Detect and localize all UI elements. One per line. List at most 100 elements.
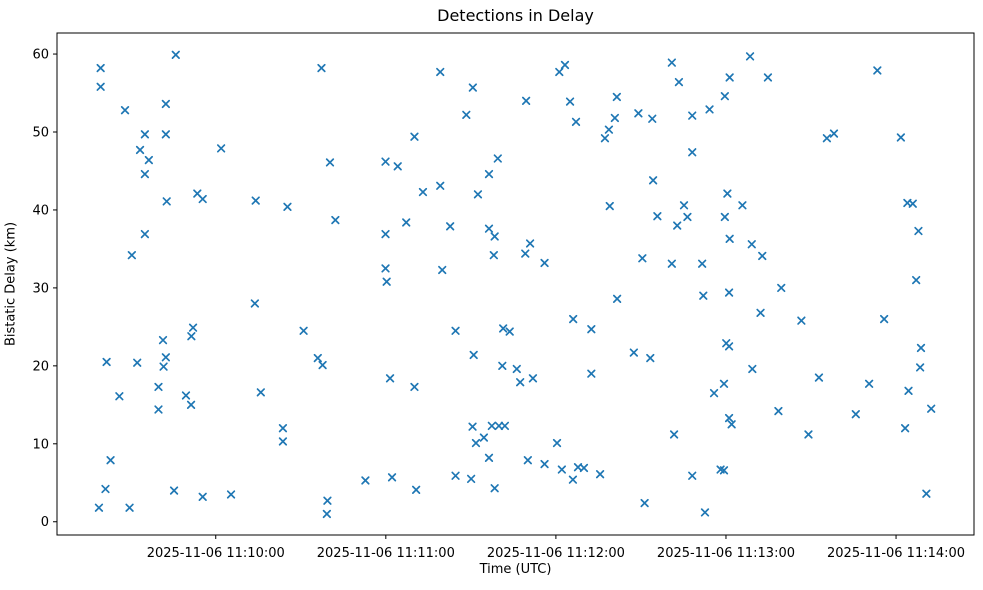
data-point-marker — [468, 83, 477, 92]
data-point-marker — [387, 473, 397, 482]
data-point-marker — [484, 453, 494, 462]
data-point-marker — [916, 343, 926, 353]
data-point-marker — [724, 288, 734, 297]
data-point-marker — [159, 362, 168, 371]
data-point-marker — [797, 316, 806, 325]
y-tick-label: 60 — [32, 48, 49, 63]
data-point-marker — [317, 63, 326, 73]
data-point-marker — [102, 357, 111, 367]
data-point-marker — [499, 324, 508, 333]
data-point-marker — [653, 212, 662, 221]
data-point-marker — [436, 67, 445, 77]
data-point-marker — [758, 251, 767, 261]
data-point-marker — [402, 218, 411, 227]
data-point-marker — [700, 508, 710, 517]
data-point-marker — [720, 212, 729, 222]
data-point-marker — [756, 308, 765, 317]
y-tick-label: 0 — [41, 515, 49, 530]
data-point-marker — [565, 97, 575, 106]
data-point-marker — [490, 232, 499, 241]
data-point-marker — [748, 364, 757, 374]
data-point-marker — [96, 63, 105, 73]
data-point-marker — [922, 489, 931, 498]
data-point-marker — [250, 299, 260, 308]
data-point-marker — [436, 181, 445, 190]
data-point-marker — [489, 251, 498, 260]
data-point-marker — [612, 294, 622, 303]
data-point-marker — [473, 190, 483, 199]
y-tick-label: 50 — [32, 125, 49, 140]
data-point-marker — [521, 96, 531, 105]
data-point-marker — [873, 66, 882, 75]
data-point-marker — [814, 373, 824, 382]
data-point-marker — [725, 234, 734, 243]
data-point-marker — [738, 201, 747, 210]
y-axis-label: Bistatic Delay (km) — [3, 221, 19, 347]
data-point-marker — [540, 459, 549, 469]
data-point-marker — [912, 275, 921, 285]
data-point-marker — [540, 258, 549, 268]
data-point-marker — [719, 466, 729, 475]
data-point-marker — [479, 433, 489, 442]
data-point-marker — [587, 325, 596, 334]
data-point-marker — [466, 474, 476, 484]
data-point-marker — [829, 129, 839, 138]
data-point-marker — [904, 386, 913, 395]
data-point-marker — [187, 332, 196, 341]
data-point-marker — [188, 323, 198, 332]
data-point-marker — [879, 314, 889, 324]
data-point-marker — [313, 353, 322, 363]
data-point-marker — [484, 224, 494, 233]
data-point-marker — [674, 77, 684, 87]
data-point-marker — [709, 388, 719, 398]
data-point-marker — [629, 348, 638, 357]
data-point-marker — [323, 496, 332, 505]
data-point-marker — [256, 388, 265, 397]
chart-title: Detections in Delay — [437, 6, 594, 25]
data-point-marker — [381, 264, 390, 273]
data-point-marker — [325, 158, 335, 167]
data-point-marker — [516, 378, 525, 387]
data-point-marker — [106, 456, 115, 465]
data-point-marker — [634, 109, 643, 118]
y-tick-label: 30 — [32, 281, 49, 296]
data-point-marker — [451, 326, 460, 335]
data-point-marker — [490, 484, 499, 493]
data-point-marker — [724, 342, 734, 351]
data-point-marker — [804, 430, 813, 439]
x-tick-label: 2025-11-06 11:14:00 — [827, 546, 965, 561]
data-point-marker — [331, 215, 340, 225]
data-point-marker — [158, 335, 168, 345]
data-point-marker — [705, 105, 714, 114]
data-point-marker — [471, 438, 481, 448]
data-point-marker — [557, 465, 566, 474]
data-point-marker — [640, 498, 649, 508]
data-point-marker — [411, 485, 421, 494]
data-point-marker — [385, 374, 395, 383]
data-point-marker — [555, 67, 564, 77]
x-tick-label: 2025-11-06 11:10:00 — [147, 546, 285, 561]
y-tick-label: 20 — [32, 359, 49, 374]
data-point-marker — [226, 490, 236, 499]
data-point-marker — [487, 421, 496, 431]
data-point-marker — [115, 392, 124, 401]
data-point-marker — [723, 189, 732, 198]
data-point-marker — [595, 470, 605, 479]
data-point-marker — [512, 364, 521, 374]
data-point-marker — [698, 259, 707, 268]
data-point-marker — [725, 73, 734, 82]
data-point-marker — [587, 369, 596, 378]
data-point-marker — [96, 82, 105, 91]
data-point-marker — [410, 132, 419, 141]
x-axis-label: Time (UTC) — [479, 562, 552, 577]
data-point-marker — [181, 391, 191, 400]
data-point-marker — [605, 201, 614, 211]
data-point-marker — [683, 212, 692, 222]
data-point-marker — [719, 379, 729, 388]
data-point-marker — [915, 363, 925, 372]
data-point-marker — [381, 229, 390, 239]
data-point-marker — [120, 106, 130, 115]
data-point-marker — [604, 125, 614, 134]
